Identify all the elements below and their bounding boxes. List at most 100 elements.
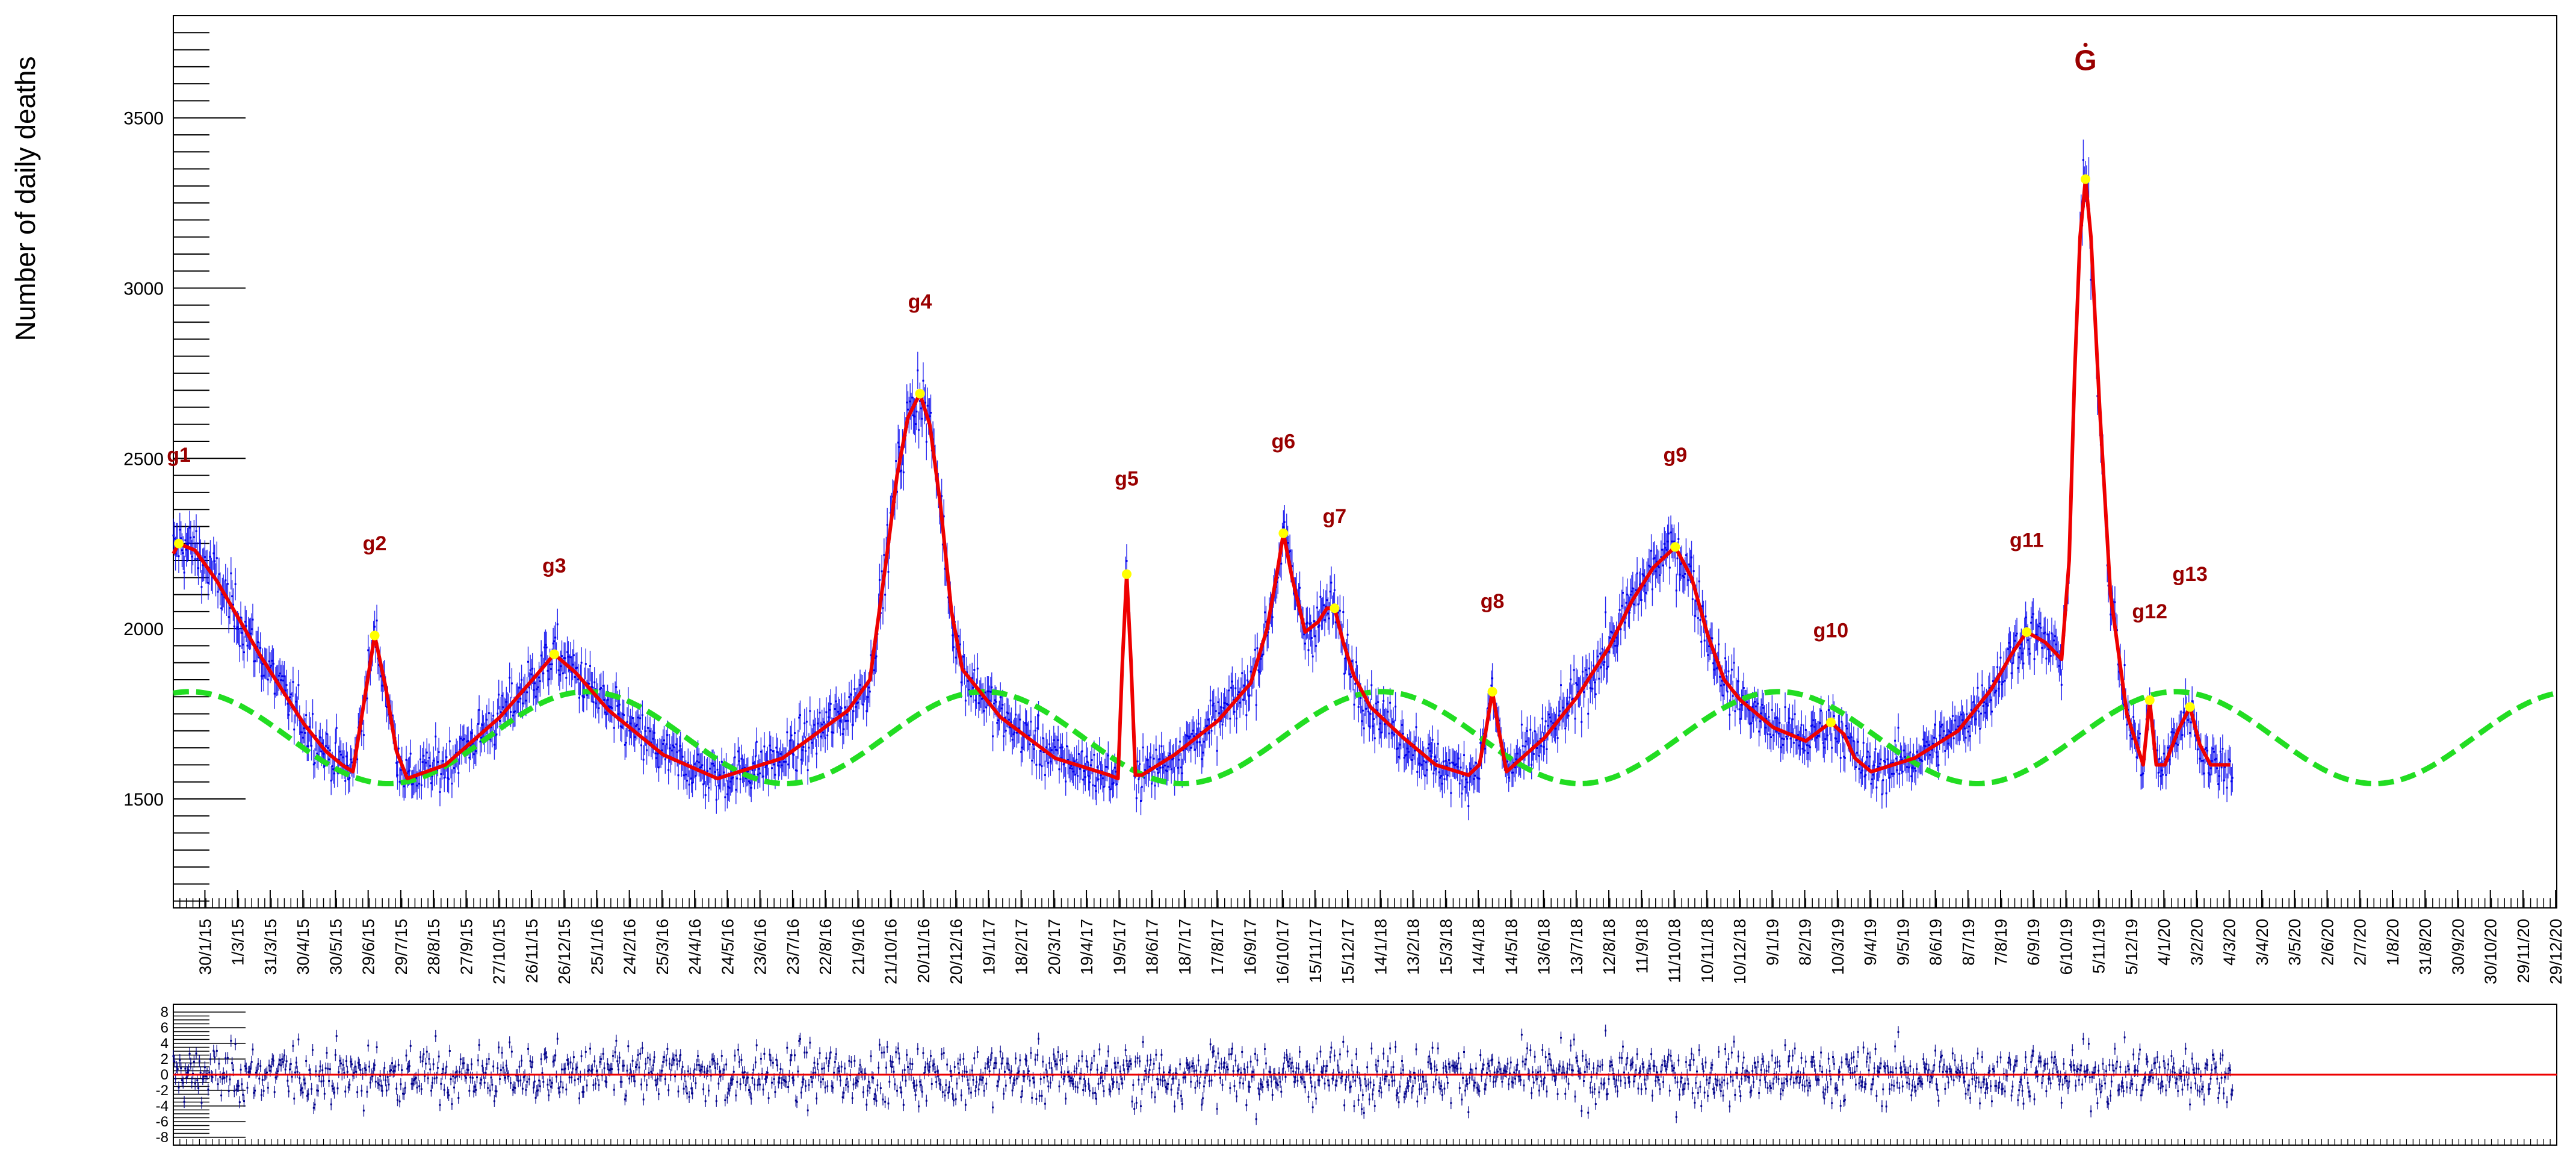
residual-tick-label: -2	[156, 1083, 169, 1099]
residual-tick-label: -8	[156, 1129, 169, 1146]
x-tick-label: 28/8/15	[424, 919, 443, 975]
x-tick-label: 31/3/15	[261, 919, 280, 975]
x-tick-label: 3/2/20	[2187, 919, 2206, 966]
x-tick-label: 6/9/19	[2024, 919, 2043, 966]
peak-label-g7: g7	[1323, 505, 1347, 528]
x-tick-label: 1/3/15	[229, 919, 247, 966]
peak-label-g2: g2	[363, 532, 387, 555]
x-tick-label: 23/6/16	[751, 919, 770, 975]
peak-label-g3: g3	[542, 554, 566, 577]
x-tick-label: 10/3/19	[1828, 919, 1847, 975]
x-tick-label: 3/4/20	[2253, 919, 2271, 966]
fit-curve	[172, 177, 2231, 781]
x-tick-label: 4/3/20	[2220, 919, 2239, 966]
y-axis-label: Number of daily deaths	[10, 56, 41, 341]
main-plot-frame	[173, 15, 2557, 909]
x-tick-label: 30/5/15	[326, 919, 345, 975]
x-tick-label: 9/5/19	[1893, 919, 1912, 966]
peak-label-g: G	[2074, 45, 2096, 77]
main-y-axis: 1500 2000 2500 3000 3500	[123, 32, 246, 902]
peak-marker-g	[2081, 174, 2091, 184]
x-tick-label: 23/7/16	[784, 919, 802, 975]
x-tick-label: 13/6/18	[1535, 919, 1553, 975]
residual-points	[172, 1024, 2234, 1125]
x-tick-label: 29/12/20	[2547, 919, 2565, 984]
residual-tick-label: -4	[156, 1098, 169, 1114]
x-tick-label: 9/4/19	[1861, 919, 1880, 966]
peak-marker-g5	[1122, 569, 1132, 579]
data-points	[172, 139, 2234, 821]
x-tick-label: 29/6/15	[359, 919, 378, 975]
x-tick-label: 30/1/15	[196, 919, 214, 975]
residual-tick-label: 4	[161, 1036, 169, 1052]
peak-marker-g7	[1330, 603, 1340, 614]
x-tick-label: 29/11/20	[2514, 919, 2533, 983]
x-tick-label: 10/11/18	[1698, 919, 1717, 983]
peak-marker-g9	[1670, 542, 1680, 552]
x-tick-label: 20/3/17	[1045, 919, 1064, 975]
residual-tick-label: 6	[161, 1020, 169, 1036]
x-tick-label: 30/4/15	[294, 919, 312, 975]
x-tick-label: 14/4/18	[1469, 919, 1488, 975]
residual-tick-label: 2	[161, 1051, 169, 1067]
y-tick-label: 3500	[123, 109, 164, 129]
x-tick-label: 15/3/18	[1437, 919, 1455, 975]
data-markers	[172, 159, 2234, 807]
data-error-bars	[173, 139, 2233, 821]
x-tick-label: 18/6/17	[1143, 919, 1162, 975]
peak-marker-g2	[370, 630, 380, 641]
peak-marker-g12	[2144, 695, 2155, 705]
peak-marker-g6	[1278, 528, 1289, 538]
x-tick-label: 20/12/16	[947, 919, 965, 984]
x-tick-label: 21/10/16	[882, 919, 900, 984]
x-tick-label: 25/3/16	[653, 919, 672, 975]
x-tick-label: 15/11/17	[1306, 919, 1325, 983]
x-tick-label: 11/10/18	[1665, 919, 1684, 983]
peak-marker-g4	[915, 388, 925, 399]
x-tick-label: 19/5/17	[1110, 919, 1129, 975]
x-tick-label: 10/12/18	[1730, 919, 1749, 984]
x-tick-label: 22/8/16	[816, 919, 835, 975]
x-tick-label: 18/2/17	[1012, 919, 1031, 975]
x-tick-label: 25/1/16	[587, 919, 606, 975]
peak-marker-g10	[1825, 717, 1836, 727]
x-tick-label: 19/4/17	[1077, 919, 1096, 975]
peak-label-g9: g9	[1663, 444, 1687, 467]
x-tick-label: 26/12/15	[555, 919, 574, 984]
x-tick-label: 6/10/19	[2057, 919, 2075, 975]
peak-label-g12: g12	[2132, 600, 2167, 623]
peak-marker-g3	[549, 649, 559, 659]
x-tick-label: 24/5/16	[718, 919, 737, 975]
residual-tick-label: -6	[156, 1114, 169, 1130]
peak-label-g10: g10	[1813, 619, 1849, 642]
x-tick-label: 31/8/20	[2416, 919, 2435, 975]
x-tick-label: 13/2/18	[1404, 919, 1423, 975]
x-tick-label: 8/7/19	[1959, 919, 1978, 966]
x-tick-label: 24/4/16	[686, 919, 704, 975]
x-tick-label: 2/7/20	[2351, 919, 2370, 966]
peak-label-g11: g11	[2010, 529, 2044, 551]
x-tick-label: 8/2/19	[1796, 919, 1815, 966]
x-tick-label: 13/7/18	[1567, 919, 1586, 975]
main-x-axis: 30/1/15 1/3/15 31/3/15 30/4/15 30/5/15 29/6/1…	[173, 890, 2565, 984]
x-tick-label: 26/11/15	[522, 919, 541, 983]
x-tick-label: 15/12/17	[1339, 919, 1357, 984]
peak-marker-g11	[2022, 627, 2032, 637]
x-tick-label: 30/9/20	[2448, 919, 2467, 975]
x-tick-label: 7/8/19	[1992, 919, 2010, 966]
x-tick-label: 18/7/17	[1175, 919, 1194, 975]
x-tick-label: 14/1/18	[1371, 919, 1390, 975]
y-tick-label: 1500	[123, 790, 164, 810]
peak-label-g5: g5	[1115, 468, 1139, 491]
x-tick-label: 4/1/20	[2155, 919, 2173, 966]
y-tick-label: 2000	[123, 620, 164, 639]
main-frame-rect	[173, 15, 2557, 909]
x-tick-label: 1/8/20	[2383, 919, 2402, 966]
x-tick-label: 29/7/15	[392, 919, 410, 975]
x-tick-label: 27/9/15	[457, 919, 475, 975]
peak-marker-g13	[2185, 702, 2195, 712]
peak-label-g6: g6	[1272, 430, 1296, 453]
